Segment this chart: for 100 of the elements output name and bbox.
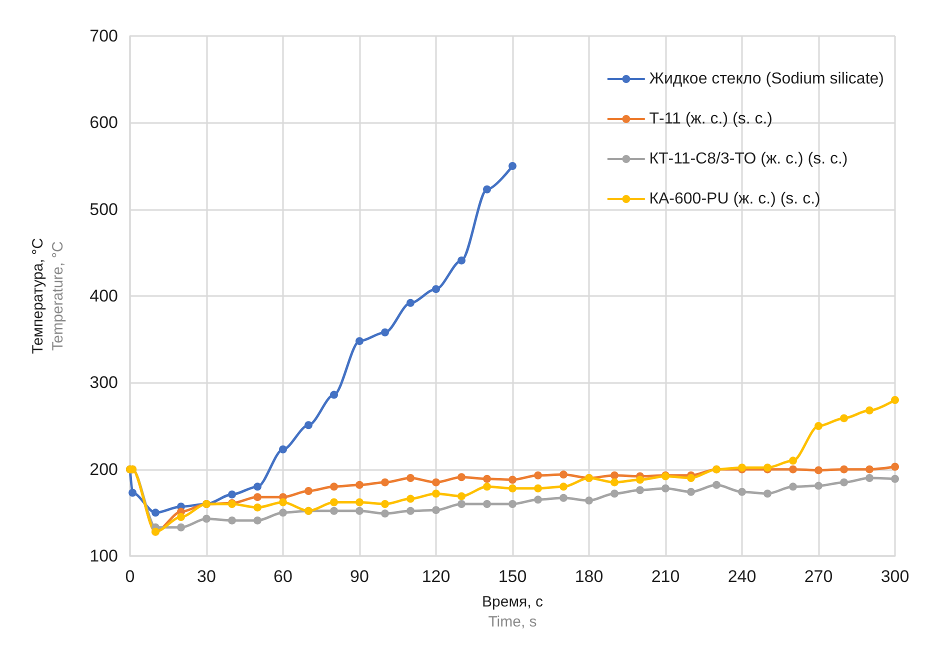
point [610,471,618,480]
point [279,498,287,506]
point [432,285,440,294]
point [534,484,542,492]
x-tick-label: 0 [125,567,135,586]
point [738,488,746,496]
y-tick-label: 200 [90,460,118,479]
point [866,474,874,482]
point [228,490,236,498]
point [662,484,670,492]
point [840,478,848,486]
point [381,500,389,508]
point [814,422,822,430]
legend-label: КТ-11-С8/3-ТО (ж. с.) (s. c.) [649,150,848,168]
point [891,474,899,483]
legend-label: КА-600-PU (ж. с.) (s. c.) [649,190,820,208]
y-tick-label: 600 [90,113,118,132]
point [458,492,466,500]
point [254,516,262,524]
point [483,474,491,483]
point [458,473,466,482]
point [254,482,262,491]
x-tick-label: 150 [498,567,527,586]
legend-label: Т-11 (ж. с.) (s. c.) [649,110,772,128]
point [712,480,720,489]
y-tick-label: 100 [90,546,118,566]
point [279,445,287,454]
y-tick-label: 500 [90,200,118,219]
point [381,510,389,518]
point [330,482,338,491]
point [508,162,516,170]
point [128,488,137,497]
point [764,490,772,498]
point [432,506,440,514]
point [202,514,210,523]
point [891,462,899,471]
point [687,488,695,496]
point [356,506,364,515]
point [432,478,440,486]
point [330,390,338,399]
point [636,486,644,494]
point [534,471,542,480]
point [585,496,593,505]
point [508,476,516,484]
point [304,487,312,495]
point [304,421,312,430]
point [789,482,797,491]
point [356,337,364,346]
point [483,482,491,491]
point [406,506,414,515]
x-tick-label: 240 [728,567,756,586]
point [534,496,542,504]
point [458,256,466,264]
point [152,508,160,517]
x-tick-label: 210 [651,567,680,586]
point [508,484,516,492]
legend-label: Жидкое стекло (Sodium silicate) [649,70,884,88]
x-tick-label: 120 [422,567,450,586]
point [636,476,644,484]
point [560,494,568,502]
x-axis-title: Время, с Time, s [482,594,544,630]
x-tick-label: 60 [274,567,292,586]
point [406,474,414,482]
point [610,490,618,498]
point [840,465,848,474]
point [279,508,287,517]
point [228,516,236,524]
point [891,396,899,404]
y-axis-title: Температура, °C Temperature, °C [30,238,66,354]
point [866,406,874,414]
y-tick-label: 400 [90,286,118,306]
point [330,506,338,515]
point [610,478,618,486]
point [381,328,389,336]
point [432,490,440,498]
x-tick-label: 300 [880,567,910,586]
point [560,482,568,491]
point [508,500,516,508]
x-tick-label: 30 [197,567,216,586]
point [330,498,338,506]
point [254,493,262,502]
point [840,414,848,422]
point [866,465,874,474]
point [381,478,389,486]
point [254,503,262,512]
point [789,465,797,474]
point [356,498,364,506]
point [483,185,491,194]
point [177,513,185,521]
point [483,500,491,508]
x-tick-label: 180 [574,567,604,586]
point [406,298,414,307]
point [814,466,822,474]
point [789,456,797,465]
y-tick-label: 300 [90,373,118,392]
point [458,500,466,508]
point [687,474,695,482]
point [177,523,185,532]
point [356,480,364,489]
x-tick-label: 270 [804,567,833,586]
